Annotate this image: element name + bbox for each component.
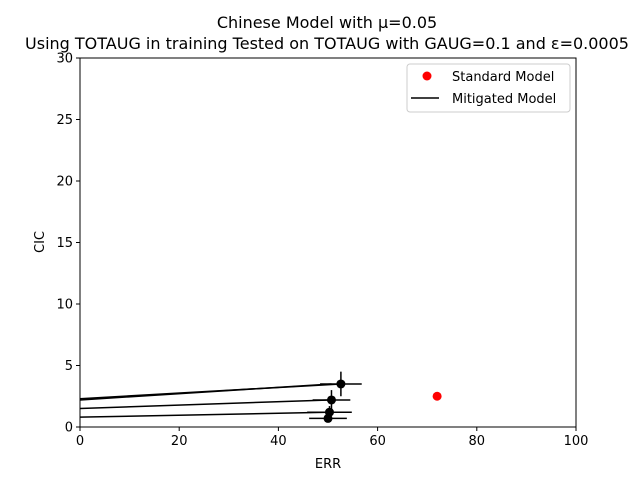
mitigated-point: [324, 407, 334, 417]
mitigated-line: [79, 399, 330, 410]
mitigated-point: [326, 395, 336, 405]
x-axis: 0 20 40 60 80 100: [76, 427, 589, 449]
y-axis: 0 5 10 15 20 25 30: [56, 52, 80, 436]
x-tick-label: 20: [171, 434, 188, 449]
y-tick-label: 20: [56, 175, 73, 190]
x-tick-label: 60: [369, 434, 386, 449]
x-axis-label: ERR: [315, 457, 341, 472]
x-tick-label: 40: [270, 434, 287, 449]
y-tick-label: 5: [65, 359, 73, 374]
y-tick-label: 30: [56, 52, 73, 67]
legend-label-standard: Standard Model: [452, 70, 554, 85]
y-tick-label: 0: [65, 421, 73, 436]
x-tick-label: 80: [469, 434, 486, 449]
y-tick-label: 10: [56, 298, 73, 313]
legend: Standard Model Mitigated Model: [406, 63, 571, 113]
mitigated-line: [79, 383, 341, 400]
mitigated-point: [336, 379, 346, 389]
y-tick-label: 15: [56, 236, 73, 251]
plot-area: [79, 371, 442, 423]
legend-marker-standard: [422, 71, 432, 81]
y-tick-label: 25: [56, 113, 73, 128]
legend-box: [406, 63, 571, 113]
x-tick-label: 0: [76, 434, 84, 449]
chart-title-line-1: Chinese Model with μ=0.05: [217, 13, 437, 32]
x-tick-label: 100: [564, 434, 589, 449]
legend-label-mitigated: Mitigated Model: [452, 92, 556, 107]
y-axis-label: CIC: [33, 231, 48, 253]
standard-point: [432, 391, 442, 401]
mitigated-line: [79, 411, 329, 418]
chart-title-line-2: Using TOTAUG in training Tested on TOTAU…: [25, 34, 629, 53]
